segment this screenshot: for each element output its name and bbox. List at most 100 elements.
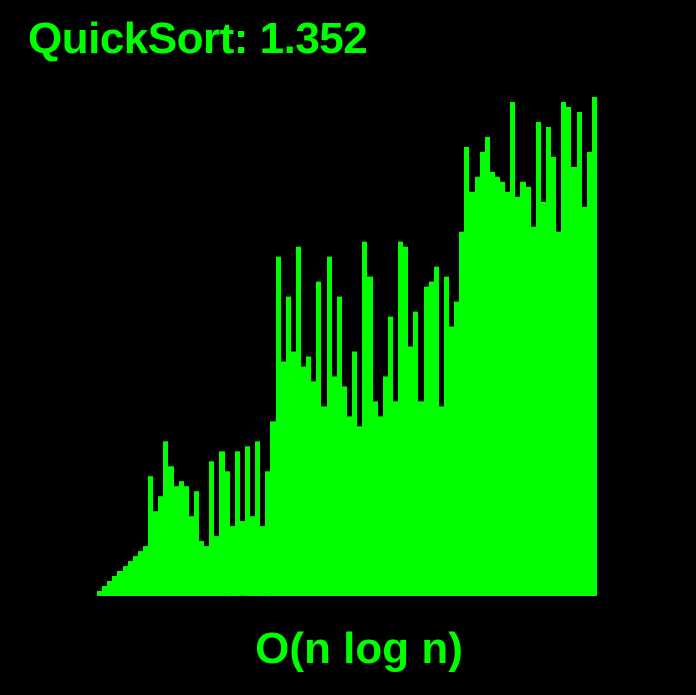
- bar: [311, 381, 316, 596]
- bar: [357, 426, 362, 596]
- bar: [469, 191, 475, 597]
- bar: [250, 516, 255, 596]
- bar: [464, 146, 469, 596]
- bar: [143, 546, 148, 596]
- bar: [500, 181, 505, 597]
- bar: [347, 416, 352, 596]
- bar: [214, 536, 219, 596]
- bar: [316, 281, 321, 596]
- bar: [107, 581, 112, 596]
- bar: [515, 196, 520, 597]
- bar: [490, 171, 495, 596]
- bar: [219, 451, 225, 596]
- bar: [510, 102, 515, 596]
- bar: [367, 276, 373, 596]
- bar: [184, 486, 189, 596]
- bar: [429, 281, 434, 596]
- bar: [174, 486, 179, 596]
- bar: [235, 451, 240, 596]
- bar: [204, 546, 209, 596]
- bar: [475, 176, 480, 597]
- bar: [546, 126, 551, 597]
- bar: [582, 206, 587, 597]
- bar: [199, 541, 204, 596]
- bar: [158, 496, 163, 596]
- bar: [260, 526, 265, 596]
- bar: [388, 316, 393, 596]
- bar: [321, 406, 327, 596]
- bar: [561, 102, 566, 596]
- bar: [327, 256, 332, 596]
- bar: [342, 386, 347, 596]
- bar: [505, 191, 510, 597]
- bar: [245, 446, 250, 596]
- bar: [434, 266, 439, 596]
- bar: [270, 421, 276, 596]
- bar: [418, 401, 424, 596]
- bar: [520, 181, 526, 597]
- bars-group: [97, 97, 597, 597]
- bar: [112, 576, 117, 596]
- bar: [526, 186, 531, 597]
- bar: [444, 276, 449, 596]
- bar: [337, 296, 342, 596]
- bar: [577, 112, 582, 596]
- chart-title: QuickSort: 1.352: [28, 14, 368, 63]
- bar: [291, 351, 296, 596]
- bar: [296, 246, 301, 596]
- bar: [168, 466, 174, 596]
- bar: [531, 226, 536, 596]
- bar: [286, 296, 291, 596]
- bar: [541, 201, 546, 597]
- bar: [163, 441, 168, 596]
- bar: [556, 231, 561, 596]
- bar: [240, 521, 245, 596]
- bar: [592, 97, 597, 596]
- bar: [383, 376, 388, 596]
- bar: [255, 441, 260, 596]
- bar: [209, 461, 214, 596]
- bar: [378, 416, 383, 596]
- bar: [194, 491, 199, 596]
- bar: [225, 471, 230, 597]
- bar: [551, 156, 556, 596]
- bar: [276, 256, 281, 596]
- bar: [480, 151, 485, 596]
- bar: [373, 401, 378, 596]
- bar: [332, 376, 337, 596]
- bar: [362, 241, 367, 596]
- bar: [148, 476, 153, 596]
- bar: [398, 241, 403, 596]
- bar: [439, 406, 444, 596]
- bar: [566, 107, 571, 596]
- bar: [301, 366, 306, 596]
- bar: [571, 166, 577, 596]
- complexity-label: O(n log n): [255, 624, 463, 673]
- bar: [117, 571, 123, 596]
- bar: [449, 326, 454, 596]
- bar: [102, 586, 107, 596]
- bar: [408, 346, 413, 596]
- bar: [459, 231, 464, 596]
- bar: [265, 471, 270, 597]
- bar: [138, 551, 143, 596]
- bar: [97, 591, 102, 596]
- bar: [179, 481, 184, 596]
- bar: [281, 361, 286, 596]
- bar: [230, 526, 235, 596]
- bar: [128, 561, 133, 596]
- bar: [454, 301, 459, 596]
- bar: [424, 286, 429, 596]
- bar: [587, 151, 592, 596]
- bar: [189, 516, 194, 596]
- bar: [123, 566, 128, 596]
- bar: [306, 356, 311, 596]
- bar: [495, 176, 500, 597]
- bar: [133, 556, 138, 596]
- bar: [393, 401, 398, 596]
- bar: [153, 511, 158, 596]
- bar: [485, 136, 490, 596]
- bar: [536, 122, 541, 596]
- bar: [352, 351, 357, 596]
